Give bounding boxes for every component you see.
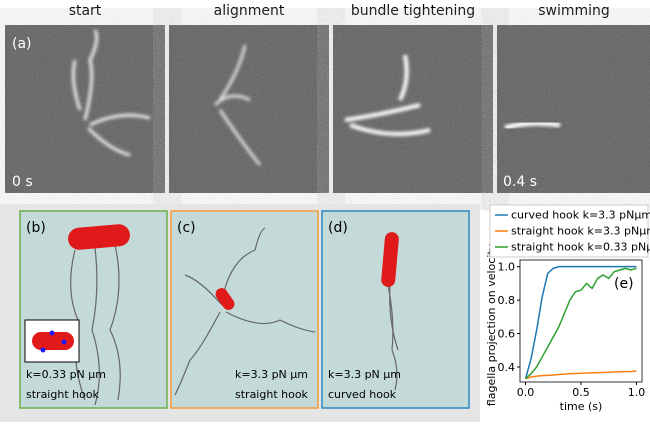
stiffness-label: k=0.33 pN µm bbox=[26, 368, 106, 381]
x-tick-label: 0.5 bbox=[572, 386, 590, 399]
time-label: 0 s bbox=[12, 174, 33, 190]
y-tick-label: 1.0 bbox=[498, 261, 516, 274]
simulation-panel: (d) k=3.3 pN µm curved hook bbox=[322, 211, 469, 408]
micrograph bbox=[169, 25, 329, 193]
y-tick-label: 0.4 bbox=[498, 361, 516, 374]
title: alignment bbox=[214, 3, 285, 19]
figure: start alignment bundle tightening swimmi… bbox=[0, 0, 650, 422]
x-tick-label: 1.0 bbox=[628, 386, 646, 399]
title: start bbox=[69, 3, 102, 19]
y-tick-label: 0.8 bbox=[498, 294, 516, 307]
simulation-panel: (c) k=3.3 pN µm straight hook bbox=[171, 211, 318, 408]
hook-label: curved hook bbox=[328, 388, 397, 401]
stiffness-label: k=3.3 pN µm bbox=[328, 368, 401, 381]
title: bundle tightening bbox=[351, 3, 475, 19]
simulation-panel: (b) k=0.33 pN µm straight hook bbox=[20, 211, 167, 408]
title: swimming bbox=[538, 3, 610, 19]
micrograph bbox=[333, 25, 493, 193]
x-tick-label: 0.0 bbox=[517, 386, 535, 399]
annotation: (e) bbox=[614, 276, 634, 292]
hook-label: straight hook bbox=[235, 388, 309, 401]
y-axis-label: flagella projection on velocity bbox=[485, 243, 498, 406]
legend-label: straight hook k=0.33 pNµm bbox=[511, 241, 650, 254]
hook-label: straight hook bbox=[26, 388, 100, 401]
chart: 0.4 0.6 0.8 1.0 0.0 0.5 1.0 time (s) flagella pr… bbox=[485, 205, 650, 413]
stiffness-label: k=3.3 pN µm bbox=[235, 368, 308, 381]
legend-label: curved hook k=3.3 pNµm bbox=[511, 209, 650, 222]
panel-label: (c) bbox=[177, 220, 196, 236]
x-axis-label: time (s) bbox=[560, 400, 603, 413]
micrograph bbox=[497, 25, 650, 193]
panel-label: (a) bbox=[12, 36, 32, 52]
panel-label: (b) bbox=[26, 220, 46, 236]
y-tick-label: 0.6 bbox=[498, 328, 516, 341]
legend-label: straight hook k=3.3 pNµm bbox=[511, 225, 650, 238]
time-label: 0.4 s bbox=[503, 174, 537, 190]
panel-label: (d) bbox=[328, 220, 348, 236]
